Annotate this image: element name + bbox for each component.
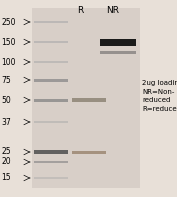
Bar — [34, 41, 68, 43]
Text: 20: 20 — [1, 157, 11, 166]
Bar — [32, 8, 140, 188]
Text: 2ug loading
NR=Non-
reduced
R=reduced: 2ug loading NR=Non- reduced R=reduced — [142, 80, 177, 112]
Bar — [100, 38, 136, 46]
Text: 100: 100 — [1, 58, 16, 67]
Bar — [34, 177, 68, 179]
Bar — [72, 151, 106, 153]
Text: 15: 15 — [1, 174, 11, 182]
Bar — [34, 78, 68, 82]
Bar — [34, 61, 68, 63]
Bar — [34, 150, 68, 154]
Text: 50: 50 — [1, 96, 11, 104]
Text: 150: 150 — [1, 37, 16, 46]
Bar — [34, 121, 68, 123]
Bar — [34, 21, 68, 23]
Text: 25: 25 — [1, 148, 11, 156]
Text: 250: 250 — [1, 18, 16, 27]
Text: R: R — [77, 6, 83, 15]
Bar — [34, 161, 68, 163]
Text: NR: NR — [107, 6, 119, 15]
Bar — [100, 50, 136, 54]
Bar — [72, 98, 106, 102]
Text: 37: 37 — [1, 117, 11, 126]
Bar — [34, 98, 68, 101]
Text: 75: 75 — [1, 75, 11, 85]
